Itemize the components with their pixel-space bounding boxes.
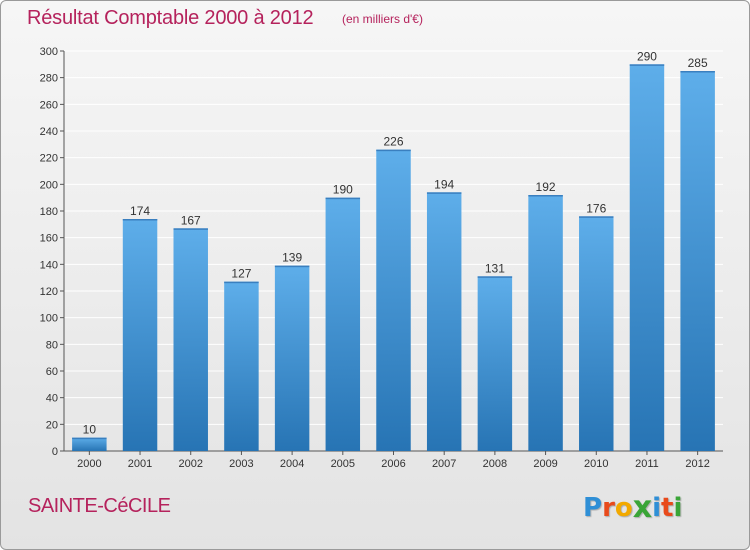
bar-2005 bbox=[325, 197, 361, 451]
value-label: 139 bbox=[282, 251, 302, 265]
bar-2007 bbox=[426, 192, 462, 452]
logo-letter: i bbox=[673, 493, 683, 523]
y-tick-label: 0 bbox=[52, 446, 58, 458]
x-tick-label: 2003 bbox=[229, 458, 253, 470]
bar-cap bbox=[376, 149, 411, 152]
proxiti-logo: Proxiti bbox=[583, 489, 683, 525]
x-tick-label: 2012 bbox=[685, 458, 709, 470]
x-tick-label: 2000 bbox=[77, 458, 101, 470]
chart-subtitle: (en milliers d'€) bbox=[342, 12, 423, 26]
x-tick-label: 2002 bbox=[178, 458, 202, 470]
bar-cap bbox=[629, 64, 665, 66]
bar-2006 bbox=[376, 149, 411, 451]
value-label: 131 bbox=[485, 261, 505, 275]
y-tick-label: 60 bbox=[46, 366, 58, 378]
y-tick-label: 100 bbox=[40, 313, 58, 325]
y-tick-label: 180 bbox=[40, 206, 58, 218]
logo-letter: o bbox=[614, 493, 633, 523]
y-tick-label: 260 bbox=[40, 99, 58, 111]
bar-cap bbox=[426, 192, 462, 194]
bar-cap bbox=[173, 228, 208, 230]
value-label: 285 bbox=[688, 56, 708, 70]
y-tick-label: 200 bbox=[40, 179, 58, 191]
x-tick-label: 2001 bbox=[128, 458, 152, 470]
logo-letter: i bbox=[652, 493, 662, 523]
value-label: 10 bbox=[83, 423, 97, 437]
value-label: 194 bbox=[434, 177, 454, 191]
y-tick-label: 240 bbox=[40, 126, 58, 138]
x-tick-label: 2004 bbox=[280, 458, 304, 470]
bar-cap bbox=[579, 216, 614, 218]
bar-2008 bbox=[477, 276, 513, 451]
bar-cap bbox=[528, 195, 563, 197]
value-label: 290 bbox=[637, 49, 657, 63]
y-tick-label: 20 bbox=[46, 419, 58, 431]
bar-cap bbox=[325, 197, 361, 200]
labels: 0 20 40 60 80 100 120 140 160 180 200 220 240 260 280 3… bbox=[40, 46, 710, 470]
bar-2012 bbox=[680, 71, 715, 451]
bar-2010 bbox=[579, 216, 614, 451]
bar-cap bbox=[680, 71, 715, 73]
y-tick-label: 120 bbox=[40, 286, 58, 298]
x-tick-label: 2006 bbox=[381, 458, 405, 470]
bar-2004 bbox=[274, 265, 310, 451]
x-tick-label: 2005 bbox=[331, 458, 355, 470]
bar-2001 bbox=[122, 219, 158, 451]
bar-2003 bbox=[224, 281, 259, 451]
value-label: 127 bbox=[231, 267, 251, 281]
x-tick-label: 2007 bbox=[432, 458, 456, 470]
bar-cap bbox=[477, 276, 513, 278]
value-label: 190 bbox=[333, 183, 353, 197]
chart-title: Résultat Comptable 2000 à 2012 bbox=[27, 7, 314, 29]
y-tick-label: 280 bbox=[40, 73, 58, 85]
bar-2002 bbox=[173, 228, 208, 451]
bar-cap bbox=[122, 219, 158, 221]
value-label: 167 bbox=[181, 213, 201, 227]
value-label: 226 bbox=[383, 135, 403, 149]
logo-letter: x bbox=[632, 490, 653, 525]
x-tick-label: 2010 bbox=[584, 458, 608, 470]
bar-cap bbox=[274, 265, 310, 268]
x-tick-label: 2008 bbox=[483, 458, 507, 470]
x-tick-label: 2011 bbox=[635, 458, 659, 470]
y-tick-label: 80 bbox=[46, 339, 58, 351]
bars bbox=[72, 64, 715, 452]
y-tick-label: 220 bbox=[40, 153, 58, 165]
bar-2009 bbox=[528, 195, 563, 451]
town-name: SAINTE-CéCILE bbox=[28, 495, 171, 517]
logo-letter: t bbox=[661, 493, 674, 523]
y-tick-label: 140 bbox=[40, 259, 58, 271]
bar-2011 bbox=[629, 64, 665, 452]
logo-letter: P bbox=[583, 493, 603, 523]
y-tick-label: 300 bbox=[40, 46, 58, 58]
x-tick-label: 2009 bbox=[533, 458, 557, 470]
bar-cap bbox=[72, 437, 107, 440]
logo-letter: r bbox=[602, 493, 615, 523]
y-tick-label: 40 bbox=[46, 393, 58, 405]
value-label: 176 bbox=[586, 201, 606, 215]
value-label: 174 bbox=[130, 204, 150, 218]
value-label: 192 bbox=[536, 180, 556, 194]
y-tick-label: 160 bbox=[40, 233, 58, 245]
bar-2000 bbox=[72, 437, 107, 451]
bar-cap bbox=[224, 281, 259, 284]
